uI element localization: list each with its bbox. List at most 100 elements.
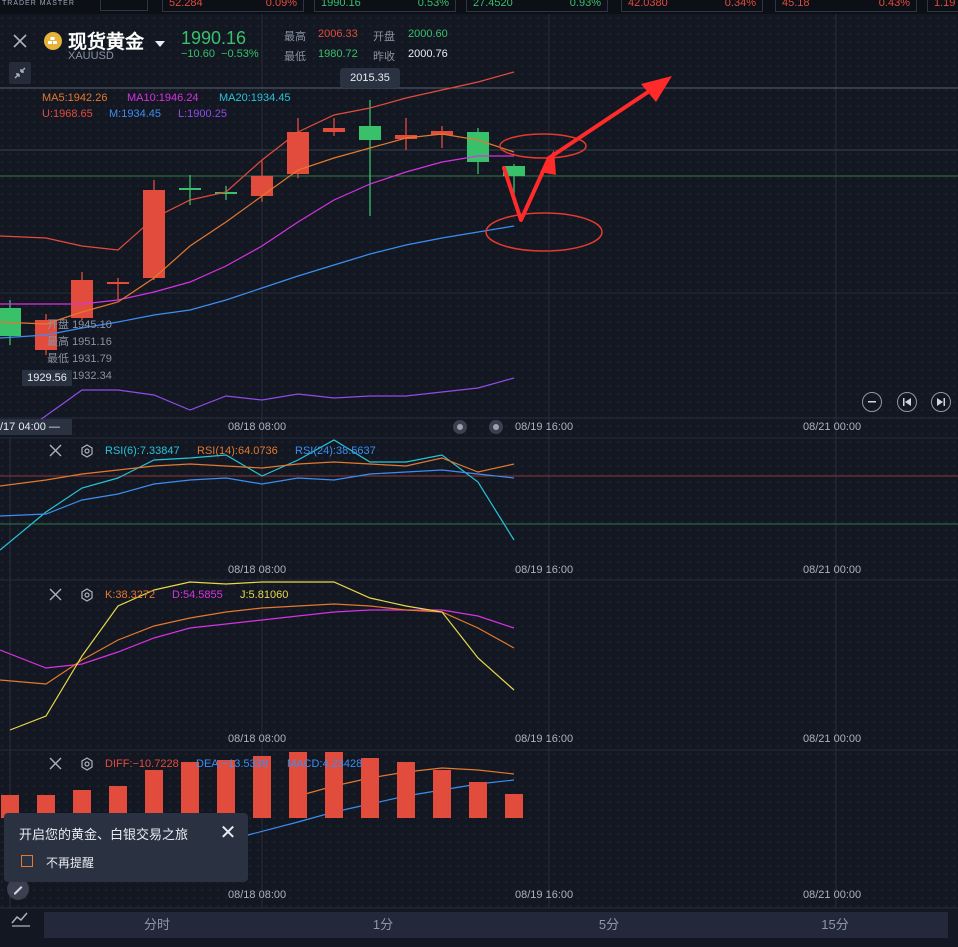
macd-bar	[433, 770, 451, 818]
candle-body	[179, 188, 201, 190]
collapse-button[interactable]	[9, 62, 31, 84]
prev-close-label: 昨收	[373, 51, 395, 63]
panel-drag-handle-2[interactable]	[489, 420, 503, 434]
cursor-time-label: /17 04:00 —	[0, 419, 72, 435]
macd-bar	[325, 752, 343, 818]
macd-settings-icon[interactable]	[80, 757, 94, 776]
ma5-label: MA5:1942.26	[42, 92, 108, 104]
low-value: 1980.72	[318, 48, 358, 60]
macd-bar	[73, 790, 91, 818]
skip-back-icon	[903, 398, 911, 406]
tooltip-low: 最低 1931.79	[47, 353, 112, 365]
ticker-item[interactable]: 42.0380 0.34%	[621, 0, 763, 12]
indicator-lines	[0, 71, 515, 836]
ticker-item[interactable]: 52.284 0.09%	[162, 0, 304, 12]
timeframe-bar: 分时 1分 5分 15分	[44, 912, 948, 938]
kdj-j-label: J:5.81060	[240, 589, 289, 601]
candlestick-series	[0, 100, 525, 355]
peak-price-label: 2015.35	[340, 68, 400, 88]
macd-bar	[181, 762, 199, 818]
rsi14-label: RSI(14):64.0736	[197, 445, 278, 457]
caret-down-icon[interactable]	[155, 34, 165, 52]
tab-15min[interactable]: 15分	[821, 917, 849, 932]
rsi-time-1: 08/18 08:00	[228, 564, 287, 576]
macd-histogram	[1, 752, 523, 818]
macd-dea-label: DEA:−13.5339	[196, 758, 268, 770]
close-macd-icon[interactable]	[49, 757, 62, 775]
ma10-line	[0, 155, 514, 305]
time-label-2: 08/19 16:00	[515, 421, 574, 433]
ticker-item[interactable]: 1.19	[927, 0, 958, 12]
kdj-k-label: K:38.3272	[105, 589, 156, 601]
onboarding-popup: 开启您的黄金、白银交易之旅 ✕ 不再提醒	[4, 813, 248, 882]
annotation-ellipse-lower	[485, 212, 603, 252]
tooltip-open: 开盘 1945.10	[47, 319, 112, 331]
close-icon	[13, 34, 27, 48]
tab-5min[interactable]: 5分	[598, 917, 620, 932]
tab-1min[interactable]: 1分	[372, 917, 394, 932]
gold-coin-icon	[44, 32, 62, 50]
macd-bar	[1, 795, 19, 818]
candle-body	[143, 190, 165, 278]
kdj-d-label: D:54.5855	[172, 589, 223, 601]
indicator-toggle-button[interactable]	[9, 908, 33, 930]
ticker-item[interactable]: 45.18 0.43%	[775, 0, 917, 12]
rsi14-line	[0, 457, 515, 487]
tab-timeshare[interactable]: 分时	[143, 917, 170, 932]
ticker-value: 42.0380	[628, 0, 668, 9]
tooltip-high: 最高 1951.16	[47, 336, 112, 348]
macd-bar	[289, 752, 307, 818]
time-label-1: 08/18 08:00	[228, 421, 287, 433]
popup-close-button[interactable]: ✕	[215, 819, 241, 845]
ticker-pct: 0.93%	[569, 0, 601, 9]
ticker-item[interactable]: 27.4520 0.93%	[466, 0, 608, 12]
kdj-settings-icon[interactable]	[80, 588, 94, 607]
rsi-settings-icon[interactable]	[80, 444, 94, 463]
dont-remind-checkbox[interactable]	[21, 855, 33, 867]
ma5-line	[0, 133, 515, 325]
macd-diff-label: DIFF:−10.7228	[105, 758, 179, 770]
macd-bar	[253, 756, 271, 818]
prev-close-value: 2000.76	[408, 48, 448, 60]
boll-mid-line	[0, 225, 515, 339]
ma20-label: MA20:1934.45	[219, 92, 291, 104]
ticker-value: 45.18	[782, 0, 810, 9]
boll-upper-line	[0, 71, 515, 251]
ticker-value: 1.19	[934, 0, 956, 9]
high-value: 2006.33	[318, 28, 358, 40]
macd-time-3: 08/21 00:00	[803, 889, 862, 901]
ticker-pct: 0.09%	[265, 0, 297, 9]
macd-time-1: 08/18 08:00	[228, 889, 287, 901]
ticker-item[interactable]: 1990.16 0.53%	[314, 0, 456, 12]
scroll-start-button[interactable]	[897, 392, 917, 412]
zoom-out-button[interactable]	[862, 392, 882, 412]
rsi-time-2: 08/19 16:00	[515, 564, 574, 576]
ticker-box-blank[interactable]	[100, 0, 148, 11]
macd-bar	[145, 770, 163, 818]
candle-body	[431, 131, 453, 135]
rsi6-label: RSI(6):7.33847	[105, 445, 180, 457]
close-kdj-icon[interactable]	[49, 588, 62, 606]
rsi24-line	[0, 469, 515, 517]
dont-remind-label[interactable]: 不再提醒	[46, 856, 95, 870]
ticker-pct: 0.43%	[878, 0, 910, 9]
boll-mid-label: M:1934.45	[109, 108, 161, 120]
draw-tool-button[interactable]	[7, 878, 29, 900]
close-rsi-icon[interactable]	[49, 444, 62, 462]
macd-bar	[505, 794, 523, 818]
ticker-strip	[0, 0, 958, 14]
candle-body	[215, 192, 237, 194]
chart-line-icon	[11, 912, 30, 927]
instrument-title[interactable]: 现货黄金	[68, 32, 145, 53]
macd-bar	[469, 782, 487, 818]
scroll-end-button[interactable]	[931, 392, 951, 412]
skip-forward-icon	[937, 398, 945, 406]
boll-lower-line	[39, 377, 515, 421]
panel-drag-handle-1[interactable]	[453, 420, 467, 434]
close-chart-button[interactable]	[9, 30, 31, 52]
kdj-time-2: 08/19 16:00	[515, 733, 574, 745]
candle-body	[395, 135, 417, 139]
collapse-arrows-icon	[14, 67, 26, 79]
ticker-pct: 0.53%	[417, 0, 449, 9]
